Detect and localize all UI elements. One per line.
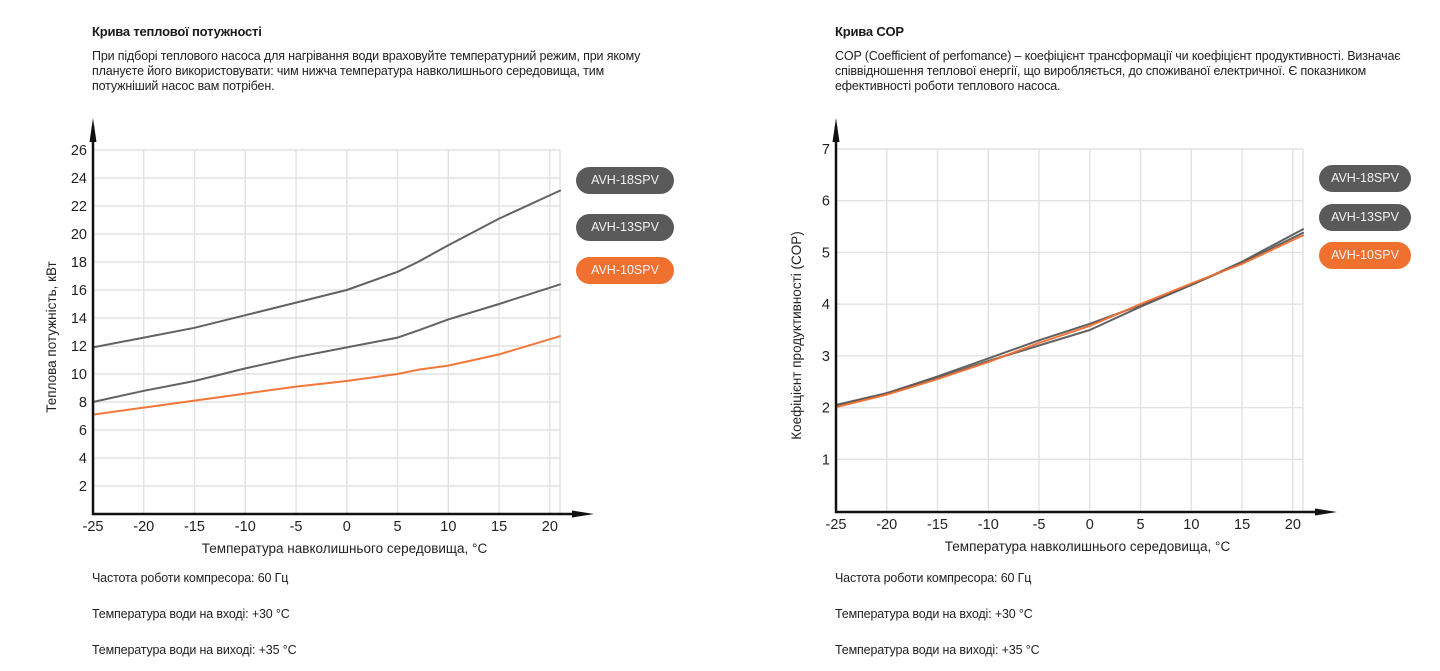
x-tick-label: 15: [491, 519, 507, 535]
y-tick-label: 6: [822, 194, 830, 210]
y-tick-label: 2: [822, 401, 830, 417]
compressor-frequency-note: Частота роботи компресора: 60 Гц: [835, 571, 1032, 585]
legend-badge-avh-13spv[interactable]: AVH-13SPV: [576, 214, 674, 241]
y-axis-title: Коефіцієнт продуктивності (COP): [789, 231, 804, 440]
x-tick-label: 10: [440, 519, 456, 535]
water-inlet-note: Температура води на вході: +30 °C: [92, 607, 290, 621]
heat-output-title: Крива теплової потужності: [92, 24, 262, 39]
series-line-avh-10spv: [92, 335, 561, 416]
series-line-avh-13spv: [835, 231, 1304, 407]
y-tick-label: 3: [822, 349, 830, 365]
series-line-avh-10spv: [835, 234, 1304, 409]
x-axis-title: Температура навколишнього середовища, °C: [202, 541, 488, 556]
cop-description: COP (Coefficient of perfomance) – коефіц…: [835, 49, 1401, 93]
y-tick-label: 14: [71, 311, 87, 327]
y-tick-label: 18: [71, 255, 87, 271]
x-tick-label: -15: [184, 519, 205, 535]
y-tick-label: 24: [71, 171, 87, 187]
legend-badge-avh-13spv[interactable]: AVH-13SPV: [1319, 204, 1411, 231]
legend-badge-avh-18spv[interactable]: AVH-18SPV: [576, 167, 674, 194]
y-axis-arrow-icon: [89, 118, 97, 142]
y-tick-label: 7: [822, 142, 830, 158]
x-tick-label: -10: [235, 519, 256, 535]
x-tick-label: 20: [542, 519, 558, 535]
compressor-frequency-note: Частота роботи компресора: 60 Гц: [92, 571, 289, 585]
y-tick-label: 26: [71, 143, 87, 159]
x-tick-label: 0: [343, 519, 351, 535]
x-tick-label: -25: [826, 517, 847, 533]
y-tick-label: 2: [79, 479, 87, 495]
y-tick-label: 8: [79, 395, 87, 411]
y-tick-label: 6: [79, 423, 87, 439]
legend-badge-avh-10spv[interactable]: AVH-10SPV: [576, 257, 674, 284]
x-tick-label: -5: [1033, 517, 1046, 533]
y-tick-label: 4: [79, 451, 87, 467]
y-tick-label: 16: [71, 283, 87, 299]
y-tick-label: 12: [71, 339, 87, 355]
water-outlet-note: Температура води на виході: +35 °C: [835, 643, 1040, 657]
legend-badge-avh-10spv[interactable]: AVH-10SPV: [1319, 242, 1411, 269]
series-line-avh-18spv: [92, 189, 561, 349]
y-tick-label: 10: [71, 367, 87, 383]
heat-output-description: При підборі теплового насоса для нагріва…: [92, 49, 641, 93]
x-axis-title: Температура навколишнього середовища, °C: [945, 539, 1231, 554]
legend-badge-avh-18spv[interactable]: AVH-18SPV: [1319, 165, 1411, 192]
cop-panel: Крива COP COP (Coefficient of perfomance…: [743, 0, 1440, 671]
x-tick-label: -15: [927, 517, 948, 533]
x-tick-label: -20: [133, 519, 154, 535]
x-tick-label: 10: [1183, 517, 1199, 533]
x-tick-label: -10: [978, 517, 999, 533]
x-tick-label: 0: [1086, 517, 1094, 533]
x-tick-label: 5: [1137, 517, 1145, 533]
heat-output-panel: Крива теплової потужності При підборі те…: [0, 0, 700, 671]
water-outlet-note: Температура води на виході: +35 °C: [92, 643, 297, 657]
y-tick-label: 1: [822, 452, 830, 468]
y-tick-label: 4: [822, 297, 830, 313]
x-tick-label: 15: [1234, 517, 1250, 533]
cop-chart: 1 2 3 4 5 6 7 -25 -20 -15 -10 -5 0 5 10 15 20 Температура…: [789, 118, 1337, 554]
series-line-avh-13spv: [92, 283, 561, 403]
x-tick-label: 5: [394, 519, 402, 535]
x-tick-label: 20: [1285, 517, 1301, 533]
water-inlet-note: Температура води на вході: +30 °C: [835, 607, 1033, 621]
x-tick-label: -25: [83, 519, 104, 535]
x-tick-label: -5: [290, 519, 303, 535]
series-line-avh-18spv: [835, 228, 1304, 406]
x-axis-arrow-icon: [572, 510, 594, 518]
x-axis-arrow-icon: [1315, 508, 1337, 516]
x-tick-label: -20: [876, 517, 897, 533]
y-tick-label: 20: [71, 227, 87, 243]
cop-title: Крива COP: [835, 24, 904, 39]
y-tick-label: 5: [822, 245, 830, 261]
y-axis-title: Теплова потужність, кВт: [44, 261, 59, 412]
y-axis-arrow-icon: [832, 118, 840, 142]
y-tick-label: 22: [71, 199, 87, 215]
